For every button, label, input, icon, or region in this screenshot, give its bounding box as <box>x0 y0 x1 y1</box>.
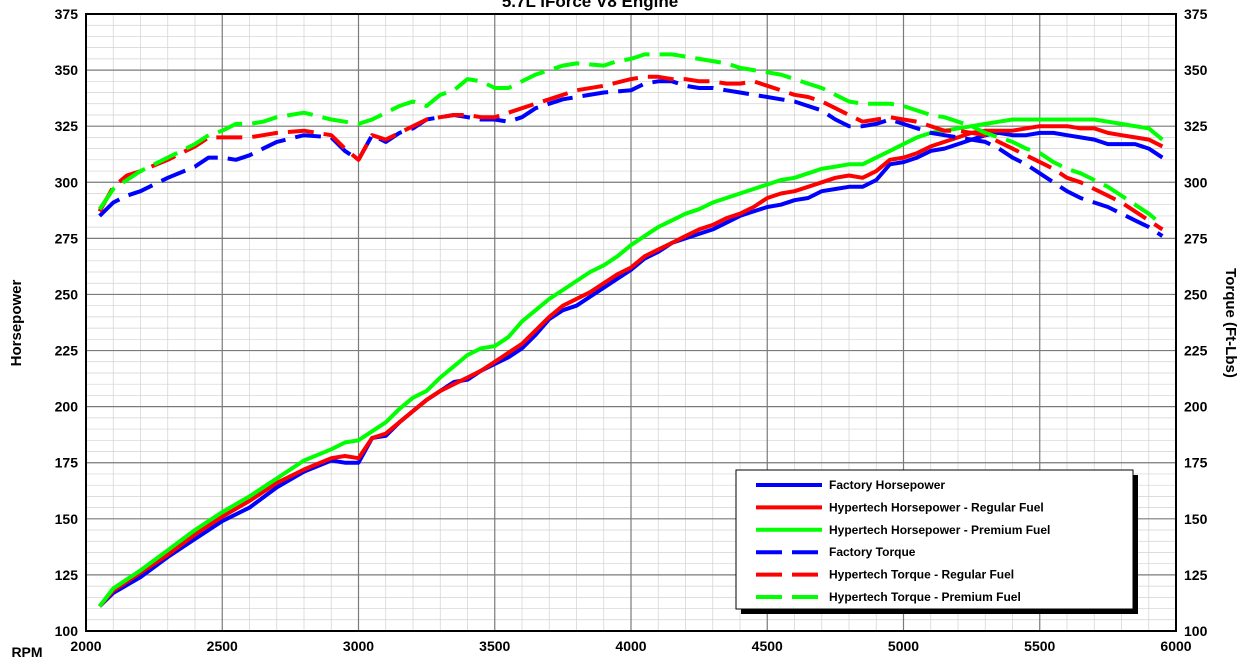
y2-tick-label: 375 <box>1184 6 1208 22</box>
x-axis-title: RPM <box>11 644 42 660</box>
x-tick-label: 5500 <box>1024 638 1055 654</box>
y-tick-label: 175 <box>55 455 79 471</box>
x-tick-label: 2000 <box>70 638 101 654</box>
y-tick-label: 150 <box>55 511 79 527</box>
series-line-6 <box>97 52 1164 227</box>
series-line-4 <box>98 79 1164 238</box>
chart-title: 5.7L iForce V8 Engine <box>502 0 678 11</box>
legend-label: Hypertech Torque - Premium Fuel <box>829 590 1021 604</box>
y-tick-label: 300 <box>55 174 79 190</box>
y-tick-labels: 100 125 150 175 200 225 250 275 300 325 350 375 <box>55 6 79 639</box>
y2-tick-label: 250 <box>1184 286 1208 302</box>
legend-label: Hypertech Horsepower - Regular Fuel <box>829 500 1044 514</box>
y2-tick-label: 100 <box>1184 623 1208 639</box>
y2-tick-label: 125 <box>1184 567 1208 583</box>
y2-axis-title: Torque (Ft-Lbs) <box>1222 268 1239 378</box>
legend-label: Hypertech Torque - Regular Fuel <box>829 568 1014 582</box>
plot-frame <box>85 13 1177 632</box>
x-tick-label: 2500 <box>207 638 238 654</box>
series-layer <box>97 52 1164 608</box>
y-tick-label: 100 <box>55 623 79 639</box>
x-tick-labels: 2000 2500 3000 3500 4000 4500 5000 5500 6000 <box>70 638 1191 654</box>
y2-tick-label: 175 <box>1184 455 1208 471</box>
y-axis-title: Horsepower <box>8 279 25 366</box>
y2-tick-label: 275 <box>1184 230 1208 246</box>
series-line-5 <box>97 74 1164 232</box>
y-tick-label: 275 <box>55 230 79 246</box>
y-tick-label: 125 <box>55 567 79 583</box>
x-tick-label: 4000 <box>615 638 646 654</box>
y2-tick-labels: 100 125 150 175 200 225 250 275 300 325 350 375 <box>1184 6 1208 639</box>
x-tick-label: 6000 <box>1160 638 1191 654</box>
legend-label: Hypertech Horsepower - Premium Fuel <box>829 523 1050 537</box>
y-tick-label: 375 <box>55 6 79 22</box>
x-tick-label: 5000 <box>888 638 919 654</box>
y2-tick-label: 325 <box>1184 118 1208 134</box>
x-tick-label: 3000 <box>343 638 374 654</box>
y2-tick-label: 200 <box>1184 399 1208 415</box>
x-tick-label: 4500 <box>752 638 783 654</box>
series-line-2 <box>98 124 1164 608</box>
y2-tick-label: 300 <box>1184 174 1208 190</box>
y2-tick-label: 225 <box>1184 343 1208 359</box>
x-tick-label: 3500 <box>479 638 510 654</box>
y-tick-label: 350 <box>55 62 79 78</box>
legend-label: Factory Torque <box>829 545 916 559</box>
y-tick-label: 200 <box>55 399 79 415</box>
legend-label: Factory Horsepower <box>829 478 945 492</box>
y2-tick-label: 350 <box>1184 62 1208 78</box>
y-tick-label: 225 <box>55 343 79 359</box>
series-line-3 <box>98 117 1164 608</box>
y2-tick-label: 150 <box>1184 511 1208 527</box>
y-tick-label: 250 <box>55 286 79 302</box>
legend: Factory Horsepower Hypertech Horsepower -… <box>735 469 1138 614</box>
y-tick-label: 325 <box>55 118 79 134</box>
